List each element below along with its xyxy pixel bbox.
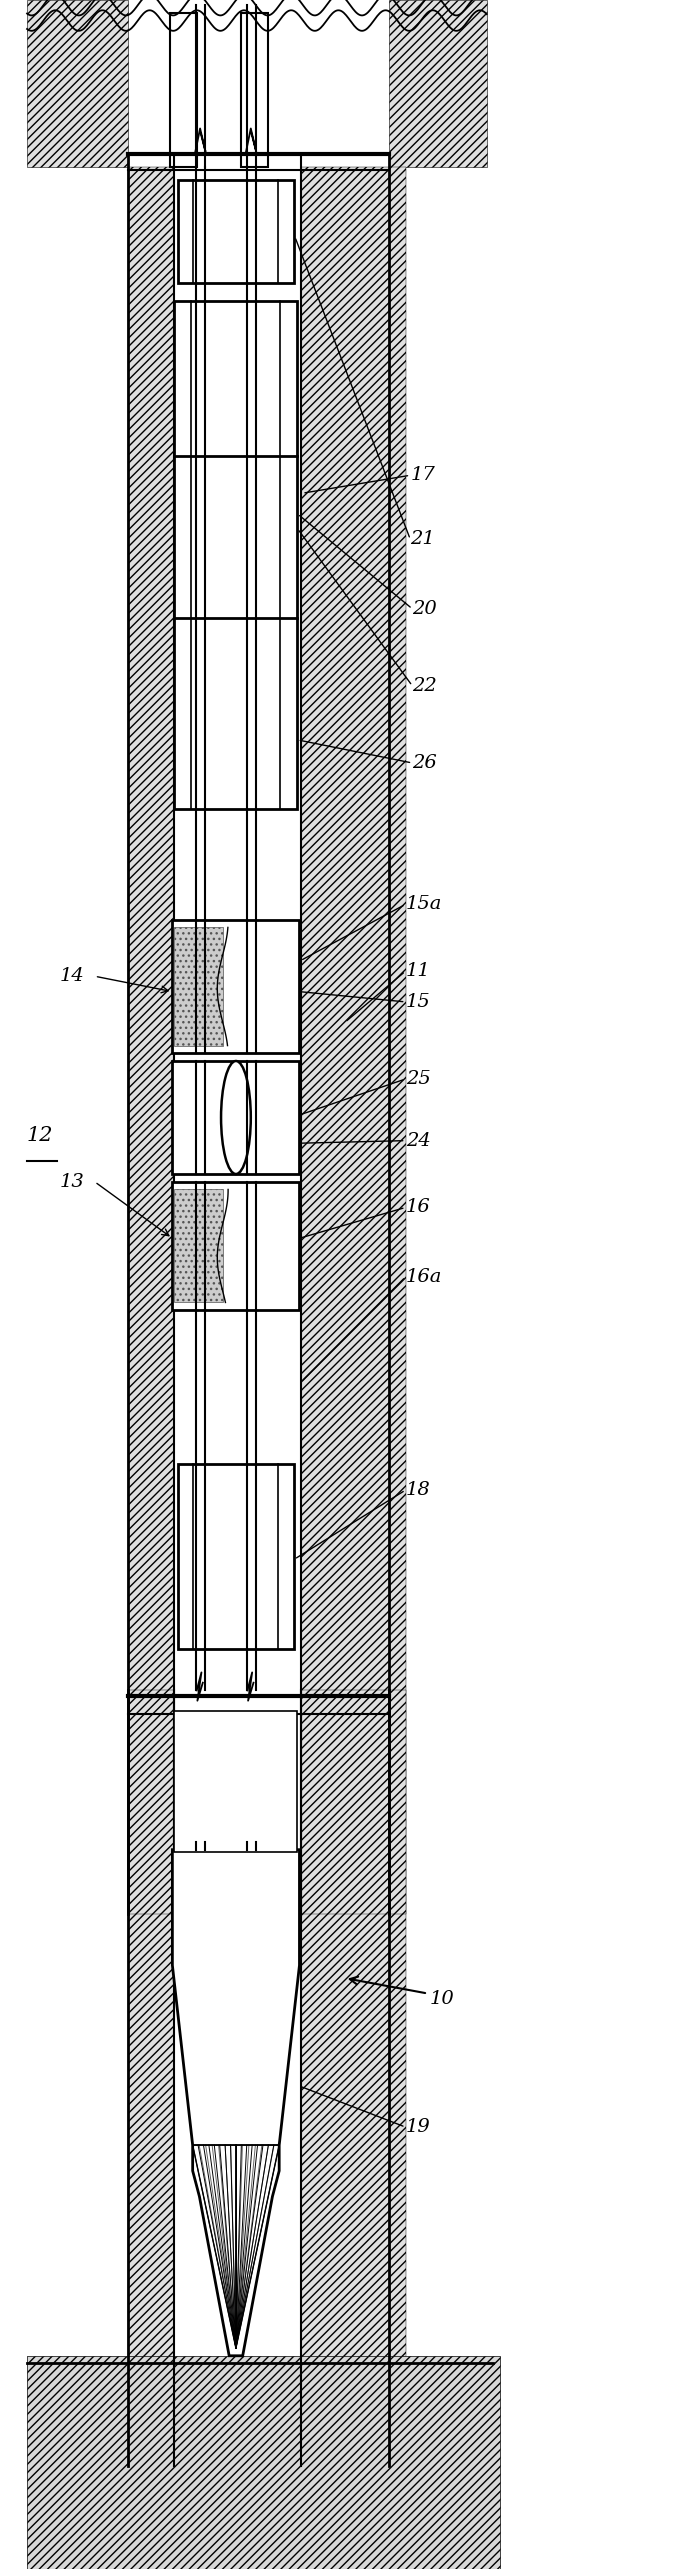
Bar bbox=[128, 1690, 174, 1914]
Bar bbox=[301, 1690, 406, 1914]
Bar bbox=[178, 1464, 294, 1649]
Bar bbox=[172, 920, 299, 1053]
Text: 19: 19 bbox=[406, 2117, 431, 2137]
Bar bbox=[174, 927, 222, 1046]
Text: 15a: 15a bbox=[406, 894, 442, 915]
Bar bbox=[174, 1189, 222, 1302]
Bar bbox=[128, 167, 174, 2466]
Text: 25: 25 bbox=[406, 1069, 431, 1089]
Bar bbox=[178, 180, 294, 283]
Text: 14: 14 bbox=[59, 966, 84, 986]
Text: 20: 20 bbox=[412, 599, 437, 619]
Bar bbox=[174, 1711, 297, 1852]
Bar bbox=[27, 2356, 500, 2569]
Text: 16: 16 bbox=[406, 1197, 431, 1218]
Text: 13: 13 bbox=[59, 1171, 84, 1192]
Text: 22: 22 bbox=[412, 676, 437, 696]
Bar bbox=[172, 1061, 299, 1174]
Text: 21: 21 bbox=[410, 529, 435, 550]
Text: 17: 17 bbox=[410, 465, 435, 486]
Text: 10: 10 bbox=[429, 1988, 454, 2009]
Text: 18: 18 bbox=[406, 1480, 431, 1500]
Bar bbox=[170, 13, 197, 167]
Circle shape bbox=[221, 1061, 251, 1174]
Bar bbox=[174, 301, 297, 809]
Text: 15: 15 bbox=[406, 992, 431, 1012]
Text: 16a: 16a bbox=[406, 1267, 442, 1287]
Bar bbox=[301, 167, 406, 2466]
Bar bbox=[27, 0, 128, 167]
Text: 26: 26 bbox=[412, 753, 437, 773]
Text: 12: 12 bbox=[27, 1125, 53, 1146]
Bar bbox=[389, 0, 487, 167]
Bar bbox=[172, 1182, 299, 1310]
Polygon shape bbox=[172, 1850, 299, 2356]
Text: 24: 24 bbox=[406, 1130, 431, 1151]
Text: 11: 11 bbox=[406, 961, 431, 981]
Bar bbox=[241, 13, 268, 167]
